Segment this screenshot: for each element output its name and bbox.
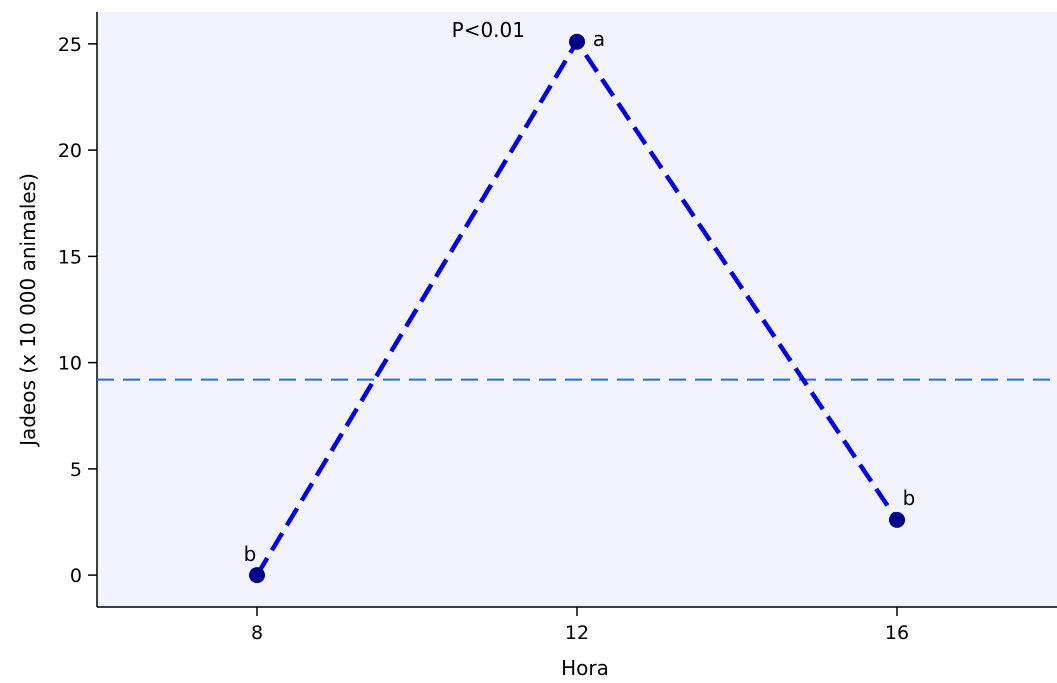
data-point bbox=[249, 567, 265, 584]
point-label: a bbox=[593, 27, 605, 51]
data-points bbox=[249, 33, 905, 584]
point-labels: b a b bbox=[244, 27, 916, 566]
x-axis: 8 12 16 bbox=[97, 606, 1057, 644]
y-tick-label: 20 bbox=[58, 140, 82, 162]
data-point bbox=[889, 511, 905, 528]
x-tick-label: 12 bbox=[565, 622, 589, 644]
x-axis-title: Hora bbox=[561, 656, 609, 680]
y-axis-title: Jadeos (x 10 000 animales) bbox=[16, 173, 40, 448]
data-point bbox=[569, 33, 585, 50]
point-label: b bbox=[903, 486, 916, 510]
y-tick-label: 25 bbox=[58, 34, 82, 56]
y-tick-label: 5 bbox=[70, 459, 82, 481]
p-value-annotation: P<0.01 bbox=[452, 18, 525, 42]
plot-area bbox=[97, 12, 1057, 607]
y-tick-label: 15 bbox=[58, 246, 82, 268]
x-tick-label: 8 bbox=[251, 622, 263, 644]
y-tick-label: 0 bbox=[70, 565, 82, 587]
y-tick-label: 10 bbox=[58, 353, 82, 375]
y-axis: 0 5 10 15 20 25 bbox=[58, 12, 98, 607]
x-tick-label: 16 bbox=[885, 622, 909, 644]
point-label: b bbox=[244, 542, 257, 566]
